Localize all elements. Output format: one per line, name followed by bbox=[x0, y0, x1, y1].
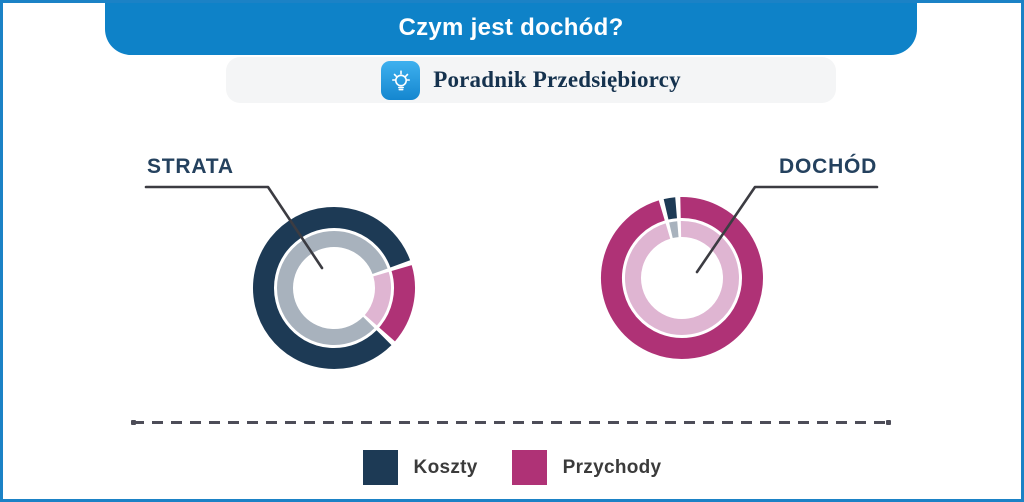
chart-legend: Koszty Przychody bbox=[0, 450, 1024, 485]
divider-end-dot-right bbox=[886, 420, 891, 425]
koszty-legend-label: Koszty bbox=[413, 456, 478, 478]
koszty-color-swatch bbox=[362, 450, 398, 485]
donut-segment-koszty bbox=[253, 207, 411, 369]
przychody-color-swatch bbox=[511, 450, 547, 485]
dashed-divider bbox=[133, 421, 890, 424]
donut-chart-dochod bbox=[601, 197, 763, 359]
chart-label-dochod: DOCHÓD bbox=[779, 155, 878, 178]
lightbulb-icon bbox=[381, 60, 421, 100]
donut-segment-koszty bbox=[277, 231, 388, 345]
donut-segment-koszty bbox=[669, 221, 679, 239]
donut-segment-koszty bbox=[663, 197, 678, 220]
przychody-legend-label: Przychody bbox=[562, 456, 662, 478]
donut-segment-przychody bbox=[364, 271, 391, 326]
legend-item-przychody: Przychody bbox=[511, 450, 662, 485]
chart-label-strata: STRATA bbox=[147, 155, 234, 178]
divider-end-dot-left bbox=[131, 420, 136, 425]
header-banner: Czym jest dochód? bbox=[105, 0, 917, 55]
brand-bar: Poradnik Przedsiębiorcy bbox=[226, 57, 836, 103]
donut-segment-przychody bbox=[378, 265, 415, 342]
donut-segment-przychody bbox=[625, 221, 739, 335]
donut-chart-strata bbox=[253, 207, 415, 369]
legend-item-koszty: Koszty bbox=[362, 450, 478, 485]
brand-name: Poradnik Przedsiębiorcy bbox=[433, 67, 681, 92]
page-title: Czym jest dochód? bbox=[398, 13, 624, 41]
